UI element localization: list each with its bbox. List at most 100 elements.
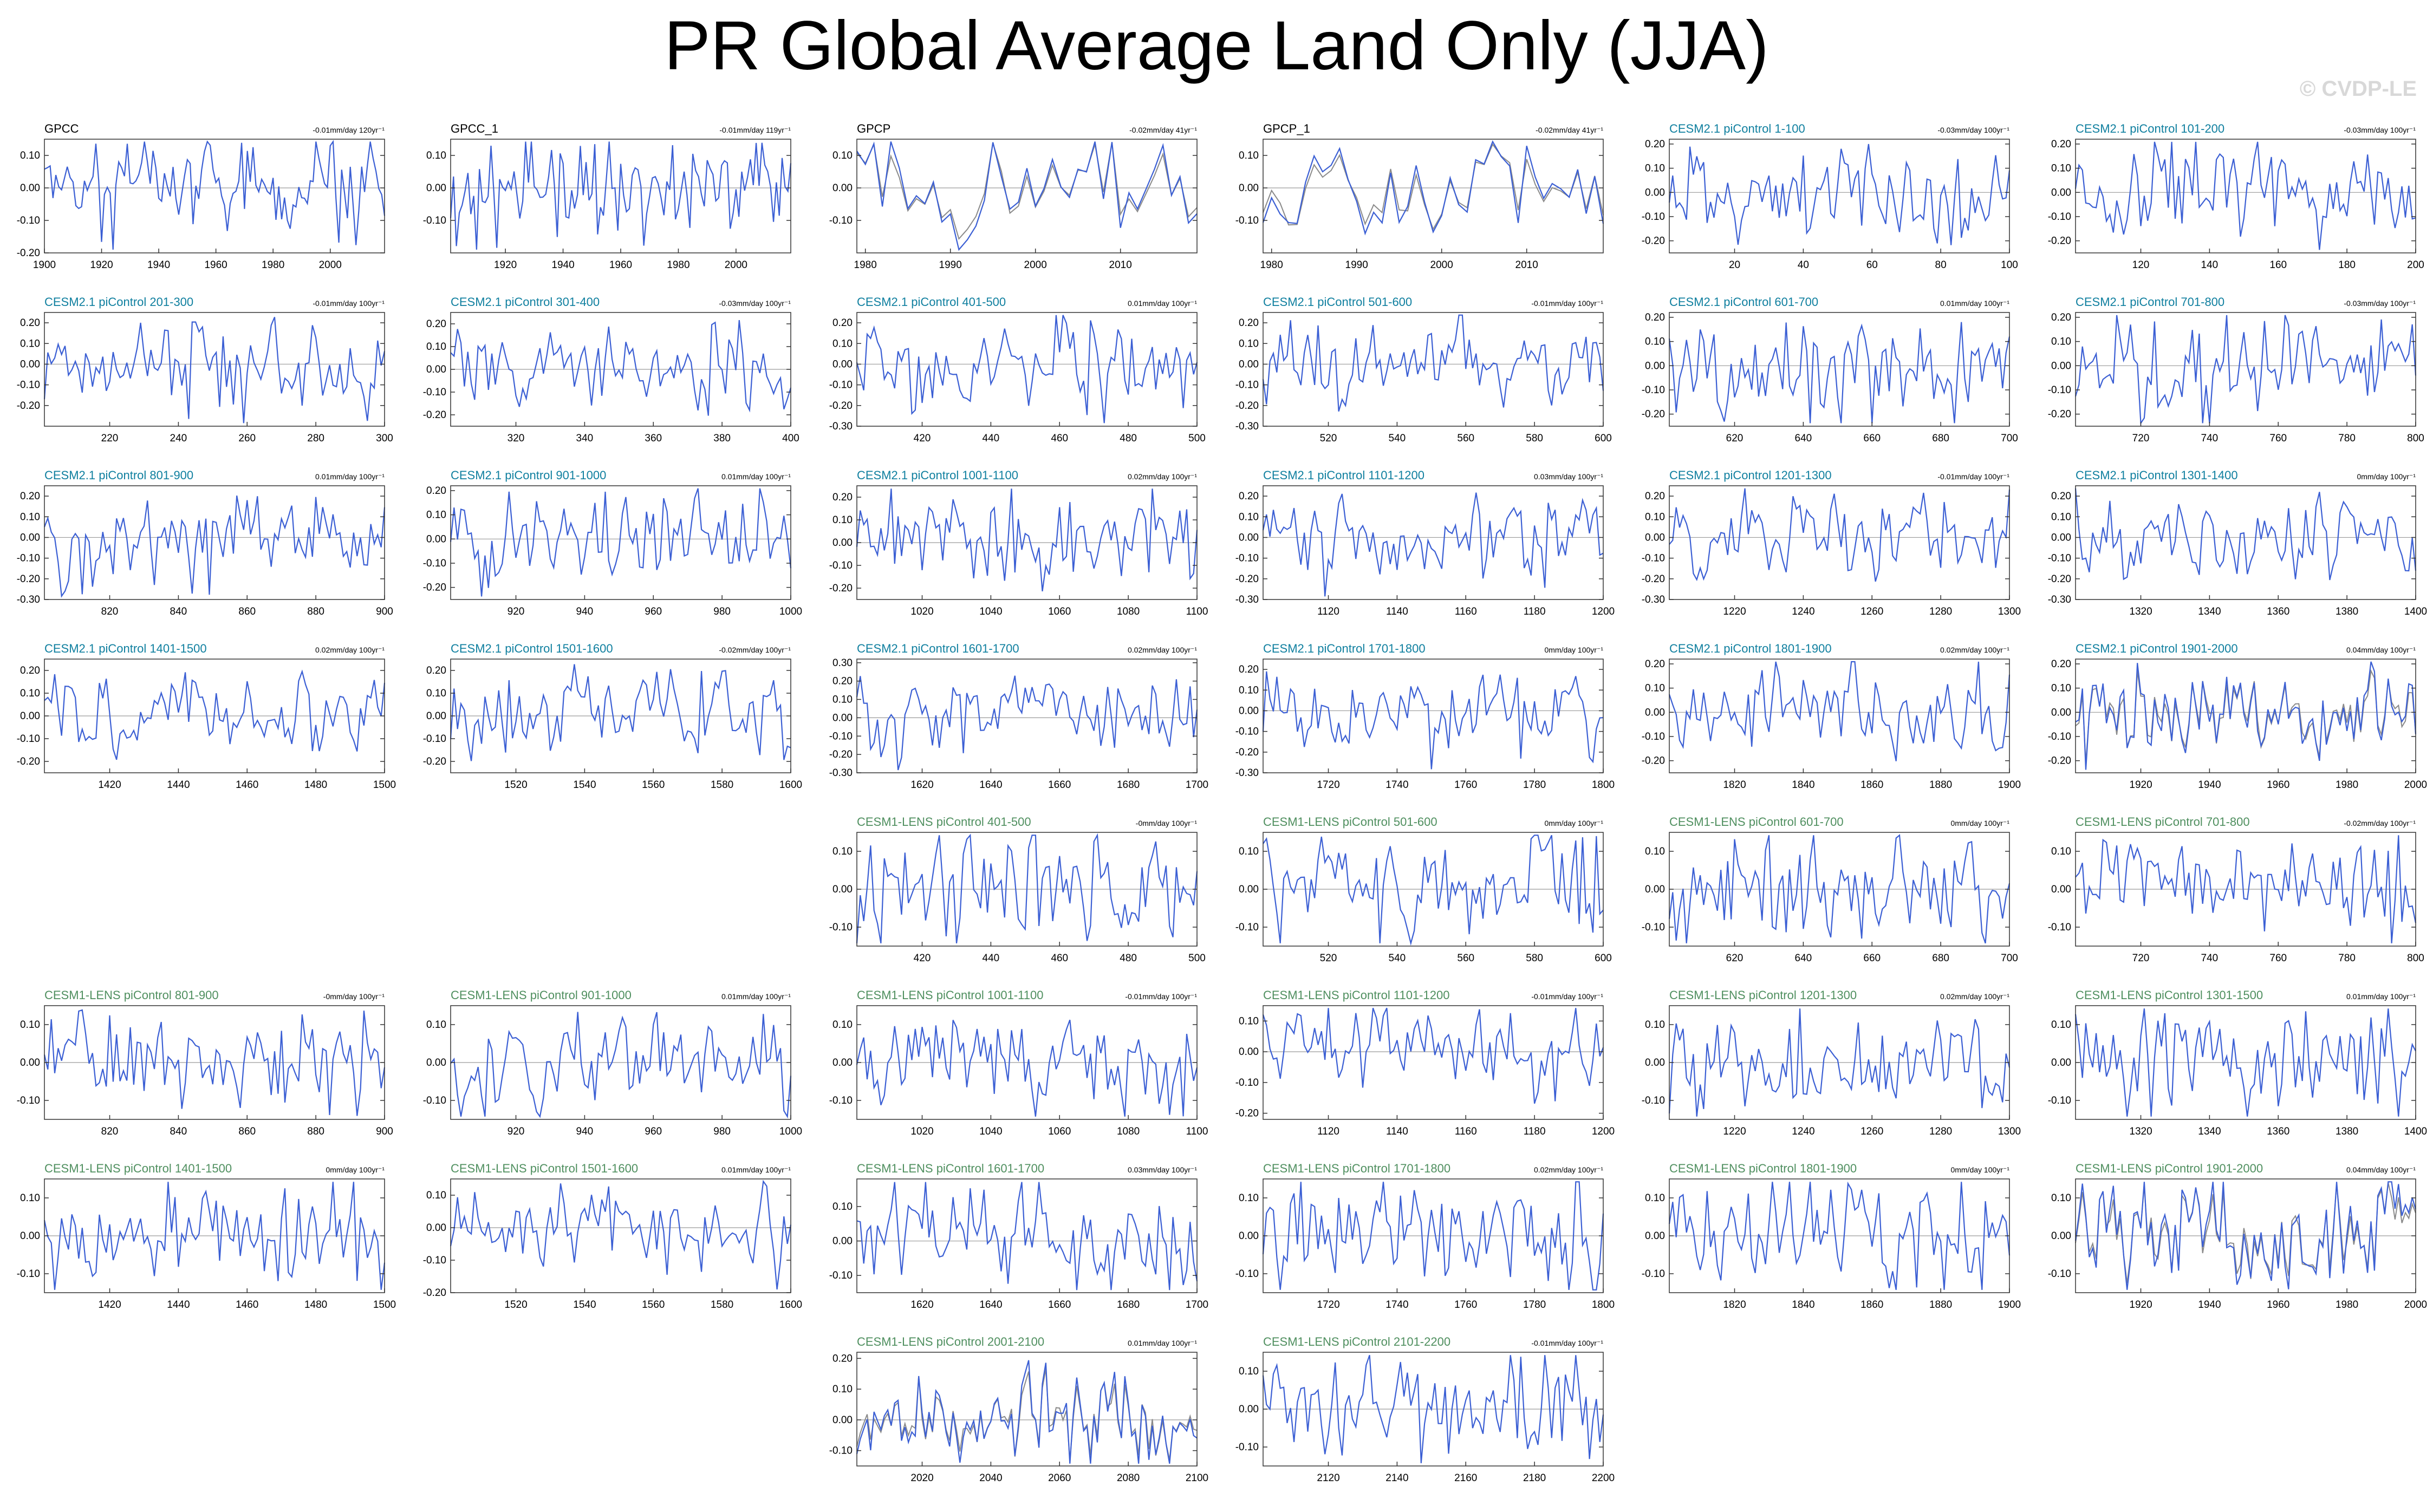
- x-tick-label: 580: [1526, 953, 1543, 964]
- y-tick-label: 0.20: [1645, 659, 1665, 670]
- y-tick-label: 0.20: [426, 665, 446, 676]
- x-tick-label: 1780: [1523, 1299, 1546, 1311]
- x-tick-label: 900: [376, 606, 393, 617]
- series-line: [1668, 144, 2011, 245]
- x-tick-label: 460: [1051, 433, 1068, 444]
- y-tick-label: -0.10: [17, 1095, 40, 1106]
- y-tick-label: 0.10: [1645, 846, 1665, 857]
- x-tick-label: 420: [914, 953, 931, 964]
- panel-trend-label: -0.03mm/day 100yr⁻¹: [719, 299, 791, 308]
- y-tick-label: 0.20: [832, 317, 853, 329]
- y-tick-label: -0.10: [17, 380, 40, 391]
- x-tick-label: 1680: [1117, 779, 1140, 791]
- x-tick-label: 1520: [504, 1299, 527, 1311]
- x-tick-label: 940: [576, 606, 594, 617]
- y-tick-label: 0.00: [832, 1236, 853, 1247]
- y-tick-label: 0.00: [1239, 532, 1259, 543]
- chart-panel-c2_701: CESM2.1 piControl 701-800 -0.03mm/day 100…: [2031, 290, 2432, 458]
- x-tick-label: 2180: [1523, 1472, 1546, 1484]
- x-tick-label: 1120: [1317, 1126, 1339, 1137]
- y-tick-label: 0.00: [1239, 705, 1259, 716]
- x-tick-label: 1080: [1117, 606, 1140, 617]
- x-tick-label: 1400: [2404, 606, 2427, 617]
- x-tick-label: 1940: [147, 259, 170, 271]
- y-tick-label: -0.10: [17, 1268, 40, 1280]
- x-tick-label: 100: [2001, 259, 2018, 271]
- y-tick-label: -0.10: [829, 380, 853, 391]
- panel-title: CESM1-LENS piControl 1401-1500: [44, 1162, 232, 1175]
- series-line: [856, 1182, 1198, 1291]
- series-line: [2074, 488, 2417, 581]
- x-tick-label: 780: [2338, 433, 2356, 444]
- x-tick-label: 620: [1726, 953, 1744, 964]
- chart-panel-c2_1701: CESM2.1 piControl 1701-1800 0mm/day 100yr…: [1219, 636, 1619, 804]
- y-tick-label: 0.00: [20, 532, 40, 543]
- x-tick-label: 2000: [725, 259, 747, 271]
- x-tick-label: 580: [1526, 433, 1543, 444]
- y-tick-label: 0.10: [1239, 511, 1259, 523]
- x-tick-label: 760: [2269, 953, 2287, 964]
- chart-panel-c2_1901: CESM2.1 piControl 1901-2000 0.04mm/day 10…: [2031, 636, 2432, 804]
- series-line: [1668, 661, 2011, 761]
- x-tick-label: 1840: [1792, 779, 1814, 791]
- chart-svg-gpcc_1: GPCC_1 -0.01mm/day 119yr⁻¹ -0.10 0.00 0.10 19…: [423, 122, 792, 271]
- y-tick-label: 0.20: [1645, 312, 1665, 323]
- x-tick-label: 760: [2269, 433, 2287, 444]
- y-tick-label: -0.10: [1642, 1095, 1665, 1106]
- y-tick-label: 0.10: [20, 1192, 40, 1204]
- y-tick-label: 0.10: [832, 1201, 853, 1213]
- plot-frame: [450, 485, 791, 600]
- chart-svg-c2_401: CESM2.1 piControl 401-500 0.01mm/day 100y…: [829, 295, 1206, 444]
- chart-svg-c2_1901: CESM2.1 piControl 1901-2000 0.04mm/day 10…: [2048, 642, 2427, 791]
- x-tick-label: 1420: [98, 779, 121, 791]
- panel-title: CESM1-LENS piControl 1301-1500: [2076, 988, 2263, 1002]
- y-tick-label: 0.00: [426, 364, 446, 375]
- panel-title: CESM1-LENS piControl 401-500: [857, 815, 1031, 829]
- x-tick-label: 1340: [2198, 1126, 2221, 1137]
- y-tick-label: 0.10: [1239, 1015, 1259, 1027]
- x-tick-label: 320: [508, 433, 525, 444]
- series-line: [44, 140, 386, 250]
- panel-trend-label: -0.02mm/day 100yr⁻¹: [2344, 819, 2416, 827]
- x-tick-label: 1920: [2129, 779, 2152, 791]
- chart-panel-c2_201: CESM2.1 piControl 201-300 -0.01mm/day 100…: [0, 290, 401, 458]
- y-tick-label: -0.30: [1235, 421, 1259, 432]
- y-tick-label: 0.20: [2051, 491, 2071, 502]
- y-tick-label: -0.20: [423, 582, 446, 594]
- panel-title: CESM1-LENS piControl 501-600: [1263, 815, 1437, 829]
- x-tick-label: 1360: [2267, 1126, 2289, 1137]
- panel-title: GPCP: [857, 122, 890, 135]
- series-line: [856, 1019, 1198, 1117]
- y-tick-label: -0.10: [2048, 211, 2071, 223]
- x-tick-label: 1120: [1317, 606, 1339, 617]
- panel-trend-label: 0.01mm/day 100yr⁻¹: [721, 472, 791, 481]
- plot-frame: [44, 312, 385, 427]
- chart-panel-c2_1401: CESM2.1 piControl 1401-1500 0.02mm/day 10…: [0, 636, 401, 804]
- y-tick-label: 0.00: [2051, 187, 2071, 198]
- y-tick-label: 0.10: [1645, 1019, 1665, 1031]
- x-tick-label: 1420: [98, 1299, 121, 1311]
- x-tick-label: 2010: [1515, 259, 1538, 271]
- page-title: PR Global Average Land Only (JJA): [664, 7, 1769, 84]
- x-tick-label: 1160: [1455, 606, 1477, 617]
- x-tick-label: 2080: [1117, 1472, 1140, 1484]
- x-tick-label: 920: [508, 606, 525, 617]
- y-tick-label: 0.00: [20, 183, 40, 194]
- x-tick-label: 1260: [1860, 606, 1883, 617]
- y-tick-label: 0.10: [832, 514, 853, 526]
- series-line: [2075, 835, 2417, 943]
- x-tick-label: 540: [1389, 433, 1406, 444]
- x-tick-label: 1840: [1792, 1299, 1814, 1311]
- y-tick-label: 0.00: [1239, 1046, 1259, 1058]
- x-tick-label: 1240: [1792, 606, 1814, 617]
- y-tick-label: -0.10: [829, 215, 853, 226]
- x-tick-label: 1300: [1998, 606, 2021, 617]
- panel-title: CESM1-LENS piControl 1701-1800: [1263, 1162, 1450, 1175]
- x-tick-label: 1100: [1186, 606, 1208, 617]
- y-tick-label: 0.10: [1239, 338, 1259, 349]
- y-tick-label: -0.20: [1235, 400, 1259, 412]
- y-tick-label: -0.20: [17, 756, 40, 767]
- x-tick-label: 960: [645, 606, 662, 617]
- x-tick-label: 900: [376, 1126, 393, 1137]
- y-tick-label: 0.10: [1239, 150, 1259, 161]
